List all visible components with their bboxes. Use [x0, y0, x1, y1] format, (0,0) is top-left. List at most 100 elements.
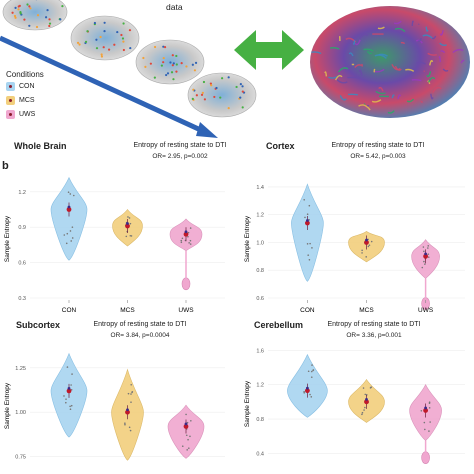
- median-marker: [66, 388, 72, 394]
- legend-swatch-uws: [6, 109, 15, 119]
- data-point: [127, 216, 129, 218]
- panel-title-subcortex: Entropy of resting state to DTI: [93, 321, 187, 328]
- data-point: [423, 260, 425, 263]
- panel-label-subcortex: Subcortex: [16, 320, 61, 330]
- legend-swatch-mcs: [6, 95, 15, 105]
- data-point: [427, 245, 430, 247]
- x-tick-label-mcs: MCS: [120, 307, 135, 314]
- data-point: [180, 239, 183, 242]
- data-point: [130, 393, 132, 395]
- data-point: [429, 421, 431, 423]
- mean-marker: [424, 406, 427, 410]
- data-point: [129, 234, 132, 237]
- y-axis-label: Sample Entropy: [244, 380, 251, 427]
- data-point: [427, 256, 430, 258]
- data-point: [128, 217, 131, 219]
- brain-icon-2: [70, 15, 140, 61]
- mean-marker: [306, 386, 309, 390]
- data-point: [189, 227, 192, 229]
- data-point: [307, 370, 310, 373]
- y-tick-label: 0.6: [256, 296, 264, 302]
- x-tick-label-mcs: MCS: [359, 307, 374, 314]
- panel-label-cortex: Cortex: [266, 141, 295, 151]
- panel-or-subcortex: OR= 3.84, p=0.0004: [110, 332, 170, 339]
- data-point: [420, 410, 423, 412]
- data-point: [362, 387, 365, 389]
- violin-chart-cortex: Sample Entropy 1.4 1.2 1.0 0.8 0.6 CON MCS UWS: [244, 183, 465, 314]
- double-arrow-icon: [234, 30, 304, 70]
- data-point: [306, 213, 309, 216]
- data-point: [124, 423, 126, 426]
- data-point: [69, 405, 71, 408]
- data-point: [180, 241, 183, 244]
- data-point: [125, 235, 128, 238]
- violin-chart-subcortex: Sample Entropy 1.25 1.00 0.75: [4, 352, 225, 461]
- data-point: [69, 408, 72, 411]
- data-point: [189, 243, 192, 245]
- data-point: [364, 406, 366, 409]
- data-point: [310, 370, 313, 373]
- median-marker: [183, 231, 189, 237]
- data-point: [63, 234, 66, 236]
- data-point: [310, 376, 313, 378]
- data-point: [72, 194, 75, 197]
- data-point: [186, 449, 188, 451]
- mean-marker: [67, 205, 71, 209]
- data-point: [69, 193, 72, 195]
- x-tick-label-uws: UWS: [418, 307, 434, 314]
- y-tick-label: 1.4: [256, 185, 264, 191]
- legend-label-con: CON: [19, 82, 35, 90]
- legend-label-uws: UWS: [19, 110, 36, 118]
- data-point: [424, 263, 426, 265]
- mean-marker: [67, 386, 71, 390]
- pipeline-illustration: [0, 0, 470, 138]
- data-point: [189, 239, 192, 242]
- y-tick-label: 1.2: [256, 213, 264, 219]
- data-point: [308, 258, 311, 261]
- data-point: [65, 398, 67, 400]
- data-point: [187, 235, 189, 238]
- y-axis-label: Sample Entropy: [4, 215, 11, 262]
- y-tick-label: 1.6: [256, 348, 264, 354]
- violin-con: [50, 176, 88, 261]
- median-marker: [125, 409, 130, 415]
- data-point: [422, 246, 425, 248]
- median-marker: [364, 399, 369, 405]
- data-point: [309, 393, 311, 396]
- data-point: [129, 222, 132, 225]
- data-point: [71, 237, 74, 239]
- data-point: [129, 429, 132, 432]
- panel-label-cerebellum: Cerebellum: [254, 320, 304, 330]
- data-point: [365, 256, 368, 258]
- data-point: [70, 384, 72, 386]
- panel-or-cortex: OR= 5.42, p=0.003: [350, 153, 406, 160]
- data-point: [130, 235, 133, 237]
- data-point: [65, 242, 68, 245]
- data-point: [190, 419, 192, 422]
- y-tick-label: 1.00: [15, 410, 26, 416]
- median-marker: [364, 240, 369, 245]
- legend-item-con: CON: [6, 79, 44, 93]
- data-point: [311, 247, 313, 249]
- data-point: [127, 392, 130, 395]
- median-marker: [423, 408, 428, 413]
- y-tick-label: 1.2: [256, 383, 264, 389]
- y-tick-label: 0.75: [15, 455, 26, 461]
- mean-marker: [365, 397, 368, 401]
- data-point: [185, 413, 187, 416]
- mean-marker: [184, 230, 188, 234]
- data-point: [187, 447, 190, 449]
- panel-title-whole-brain: Entropy of resting state to DTI: [133, 142, 227, 149]
- legend-label-mcs: MCS: [19, 96, 35, 104]
- y-axis-label: Sample Entropy: [244, 215, 251, 262]
- data-point: [421, 266, 424, 269]
- legend-item-mcs: MCS: [6, 93, 44, 107]
- data-point: [423, 250, 425, 253]
- y-tick-label: 1.2: [18, 190, 26, 196]
- data-point: [361, 252, 363, 254]
- panel-or-cerebellum: OR= 3.36, p=0.001: [346, 332, 402, 339]
- data-point: [303, 390, 305, 393]
- data-point: [370, 240, 373, 243]
- panel-title-cortex: Entropy of resting state to DTI: [331, 142, 425, 149]
- median-marker: [66, 207, 72, 212]
